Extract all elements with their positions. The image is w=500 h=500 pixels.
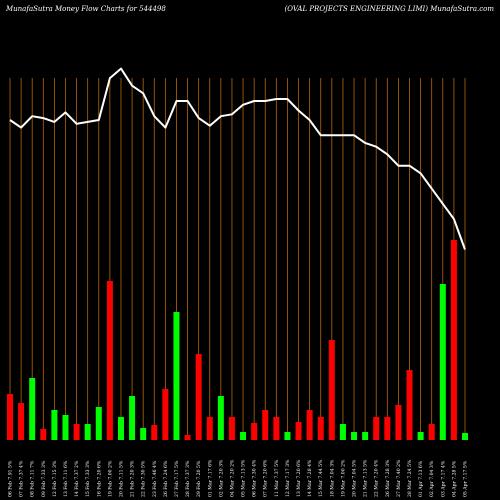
flow-bar	[40, 429, 47, 440]
flow-bar	[284, 432, 291, 440]
flow-bar	[273, 417, 280, 440]
x-tick-label: 20 Feb 7.11 5%	[118, 460, 124, 497]
flow-bar	[339, 424, 346, 440]
x-tick-label: 09 Feb 7.33 3%	[41, 460, 47, 497]
flow-bar	[18, 403, 25, 440]
x-tick-label: 19 Mar 7.00 2%	[340, 459, 346, 497]
flow-bar	[151, 425, 158, 440]
flow-bar	[384, 417, 391, 440]
flow-bar	[450, 240, 457, 440]
x-tick-label: 12 Mar 7.17 3%	[285, 459, 291, 497]
x-tick-label: 19 Feb 7.00 2%	[107, 460, 113, 497]
x-tick-label: 18 Mar 7.04 3%	[329, 459, 335, 497]
flow-bar	[295, 422, 302, 440]
x-tick-label: 23 Feb 7.46 4%	[152, 460, 158, 497]
x-tick-label: 21 Feb 7.20 3%	[130, 460, 136, 497]
chart-header-left: MunafaSutra Money Flow Charts for 544498	[5, 5, 166, 13]
money-flow-bars	[7, 240, 468, 440]
x-tick-label: 01 Mar 7.17 6%	[207, 459, 213, 497]
x-tick-label: 15 Mar 7.44 5%	[318, 459, 324, 497]
x-tick-label: 22 Feb 7.30 5%	[141, 460, 147, 497]
x-tick-label: 22 Mar 7.20 4%	[374, 459, 380, 497]
flow-bar	[29, 378, 36, 440]
x-tick-label: 05 Mar 7.13 5%	[241, 459, 247, 497]
x-tick-label: 06 Mar 7.30 4%	[252, 459, 258, 497]
flow-bar	[351, 432, 358, 440]
grid-lines	[9, 78, 466, 440]
x-tick-label: 11 Mar 7.37 5%	[274, 459, 280, 497]
flow-bar	[140, 428, 147, 440]
x-tick-label: 20 Mar 7.04 5%	[352, 459, 358, 497]
flow-bar	[173, 312, 180, 440]
flow-bar	[217, 396, 224, 440]
chart-header-right: (OVAL PROJECTS ENGINEERING LIMI) MunafaS…	[284, 5, 494, 13]
flow-bar	[317, 417, 324, 440]
flow-bar	[228, 417, 235, 440]
flow-bar	[373, 417, 380, 440]
flow-bar	[117, 417, 124, 440]
flow-bar	[84, 424, 91, 440]
x-tick-label: 05 Apr 7.17 5%	[463, 460, 469, 497]
flow-bar	[51, 410, 58, 440]
flow-bar	[262, 410, 269, 440]
flow-bar	[439, 284, 446, 440]
x-tick-label: 28 Feb 7.37 3%	[185, 460, 191, 497]
x-tick-label: 02 Mar 7.20 3%	[218, 459, 224, 497]
x-tick-label: 16 Feb 7.20 6%	[96, 460, 102, 497]
flow-bar	[417, 432, 424, 440]
x-tick-label: 27 Feb 7.17 5%	[174, 460, 180, 497]
x-tick-label: 13 Mar 7.20 6%	[296, 459, 302, 497]
flow-bar	[406, 370, 413, 440]
flow-bar	[7, 394, 13, 440]
flow-bar	[395, 405, 402, 440]
x-tick-label: 14 Feb 7.37 2%	[74, 460, 80, 497]
x-tick-label: 02 Apr 7.04 3%	[429, 460, 435, 497]
flow-bar	[306, 410, 313, 440]
x-tick-label: 06 Feb 7.91 5%	[8, 460, 14, 497]
flow-bar	[428, 424, 435, 440]
x-tick-label: 21 Mar 7.13 5%	[363, 459, 369, 497]
flow-bar	[462, 433, 468, 440]
flow-bar	[251, 423, 258, 440]
flow-bar	[362, 432, 369, 440]
flow-bar	[240, 432, 247, 440]
flow-bar	[328, 340, 335, 440]
x-tick-label: 03 Apr 7.17 4%	[440, 460, 446, 497]
flow-bar	[206, 417, 213, 440]
x-tick-label: 27 Mar 7.40 2%	[396, 459, 402, 497]
x-tick-label: 01 Apr 7.13 6%	[418, 460, 424, 497]
x-tick-label: 04 Mar 7.20 2%	[229, 459, 235, 497]
x-tick-label: 26 Feb 7.24 6%	[163, 460, 169, 497]
flow-bar	[73, 424, 80, 440]
x-tick-label: 12 Feb 7.15 3%	[52, 460, 58, 497]
x-tick-label: 26 Mar 7.28 3%	[385, 459, 391, 497]
x-tick-label: 04 Apr 7.28 5%	[451, 460, 457, 497]
x-axis-labels: 06 Feb 7.91 5% 07 Feb 7.37 4% 08 Feb 7.11 …	[8, 459, 469, 497]
x-tick-label: 08 Feb 7.11 7%	[30, 460, 36, 497]
x-tick-label: 29 Feb 7.20 5%	[196, 460, 202, 497]
x-tick-label: 13 Feb 7.11 6%	[63, 460, 69, 497]
x-tick-label: 28 Mar 7.24 5%	[407, 459, 413, 497]
flow-bar	[162, 389, 169, 440]
flow-bar	[106, 281, 113, 440]
flow-bar	[129, 396, 136, 440]
x-tick-label: 15 Feb 7.33 3%	[85, 460, 91, 497]
x-tick-label: 14 Mar 7.28 4%	[307, 459, 313, 497]
flow-bar	[95, 407, 102, 440]
flow-bar	[184, 435, 191, 440]
flow-bar	[195, 354, 202, 440]
flow-bar	[62, 415, 69, 440]
x-tick-label: 07 Feb 7.37 4%	[19, 460, 25, 497]
price-line	[9, 67, 466, 250]
x-tick-label: 07 Mar 7.20 6%	[263, 459, 269, 497]
price-line-group	[9, 67, 466, 250]
